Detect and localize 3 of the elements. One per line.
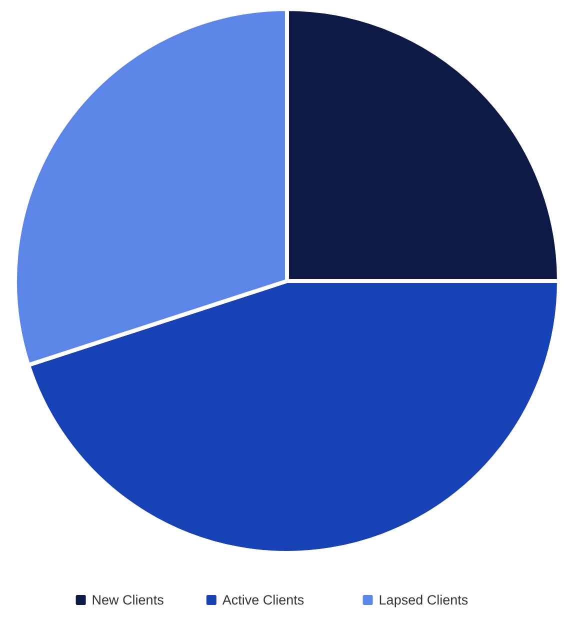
legend-label: New Clients <box>92 592 164 608</box>
legend-label: Lapsed Clients <box>378 592 468 608</box>
legend-label: Active Clients <box>222 592 304 608</box>
